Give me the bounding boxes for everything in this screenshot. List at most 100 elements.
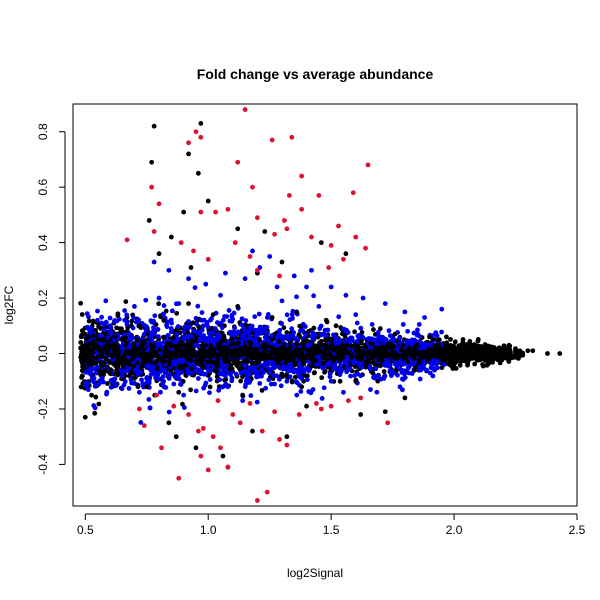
data-point: [120, 357, 126, 363]
data-point: [402, 309, 408, 315]
data-point: [284, 312, 290, 318]
data-point: [257, 336, 262, 342]
data-point: [193, 321, 199, 327]
data-point: [116, 316, 122, 322]
data-point: [168, 234, 174, 240]
data-point: [147, 358, 153, 364]
data-point: [228, 349, 233, 355]
data-point: [84, 311, 90, 317]
data-point: [82, 414, 88, 420]
data-point: [158, 366, 164, 372]
data-point: [220, 317, 226, 323]
data-point: [135, 371, 141, 377]
data-point: [439, 306, 445, 312]
data-point: [166, 409, 172, 415]
data-point: [208, 317, 213, 323]
points-layer: [78, 107, 563, 503]
data-point: [317, 326, 323, 331]
data-point: [262, 229, 268, 234]
data-point: [311, 351, 317, 357]
data-point: [82, 331, 88, 337]
data-point: [513, 350, 518, 355]
data-point: [374, 389, 380, 395]
data-point: [239, 333, 245, 339]
data-point: [235, 303, 241, 309]
data-point: [119, 368, 124, 374]
data-point: [339, 344, 344, 350]
data-point: [229, 318, 235, 324]
data-point: [294, 352, 299, 357]
data-point: [269, 355, 275, 361]
data-point: [368, 340, 374, 346]
data-point: [274, 284, 280, 290]
data-point: [445, 344, 451, 350]
data-point: [500, 345, 506, 351]
data-point: [95, 337, 100, 343]
data-point: [337, 349, 343, 354]
data-point: [92, 410, 98, 416]
data-point: [278, 383, 284, 389]
data-point: [81, 362, 87, 368]
data-point: [156, 301, 162, 307]
data-point: [444, 334, 449, 340]
data-point: [143, 324, 149, 329]
data-point: [419, 363, 425, 369]
data-point: [129, 380, 135, 386]
data-point: [195, 303, 201, 309]
data-point: [216, 346, 222, 351]
data-point: [492, 348, 497, 354]
data-point: [309, 267, 314, 273]
data-point: [88, 371, 93, 377]
data-point: [99, 314, 104, 320]
data-point: [256, 331, 262, 337]
data-point: [144, 363, 150, 369]
data-point: [127, 342, 132, 348]
data-point: [324, 357, 329, 362]
data-point: [385, 359, 391, 364]
data-point: [412, 367, 418, 373]
data-point: [79, 312, 85, 317]
data-point: [263, 347, 269, 352]
data-point: [448, 337, 453, 342]
data-point: [188, 265, 194, 270]
data-point: [284, 347, 290, 353]
data-point: [321, 385, 327, 391]
data-point: [193, 445, 199, 451]
data-point: [433, 361, 439, 367]
data-point: [228, 363, 233, 369]
data-point: [349, 353, 355, 359]
data-point: [177, 358, 183, 364]
data-point: [173, 338, 179, 344]
data-point: [287, 317, 293, 323]
data-point: [304, 373, 310, 379]
data-point: [298, 389, 304, 394]
data-point: [161, 311, 166, 317]
data-point: [514, 355, 520, 360]
data-point: [327, 371, 333, 377]
data-point: [79, 368, 85, 373]
data-point: [294, 294, 299, 300]
data-point: [229, 312, 235, 318]
data-point: [275, 348, 281, 354]
data-point: [114, 360, 120, 366]
data-point: [488, 359, 494, 364]
data-point: [186, 301, 191, 307]
data-point: [418, 340, 424, 346]
data-point: [126, 331, 132, 336]
data-point: [93, 361, 99, 366]
data-point: [79, 375, 85, 380]
data-point: [110, 343, 116, 349]
data-point: [371, 327, 376, 332]
data-point: [152, 326, 158, 332]
data-point: [493, 356, 499, 361]
data-point: [318, 349, 323, 354]
data-point: [161, 317, 167, 323]
data-point: [369, 349, 375, 355]
data-point: [225, 346, 230, 352]
data-point: [337, 354, 343, 359]
data-point: [229, 353, 235, 359]
data-point: [385, 363, 391, 369]
data-point: [472, 361, 478, 367]
data-point: [134, 348, 140, 354]
data-point: [300, 321, 306, 327]
